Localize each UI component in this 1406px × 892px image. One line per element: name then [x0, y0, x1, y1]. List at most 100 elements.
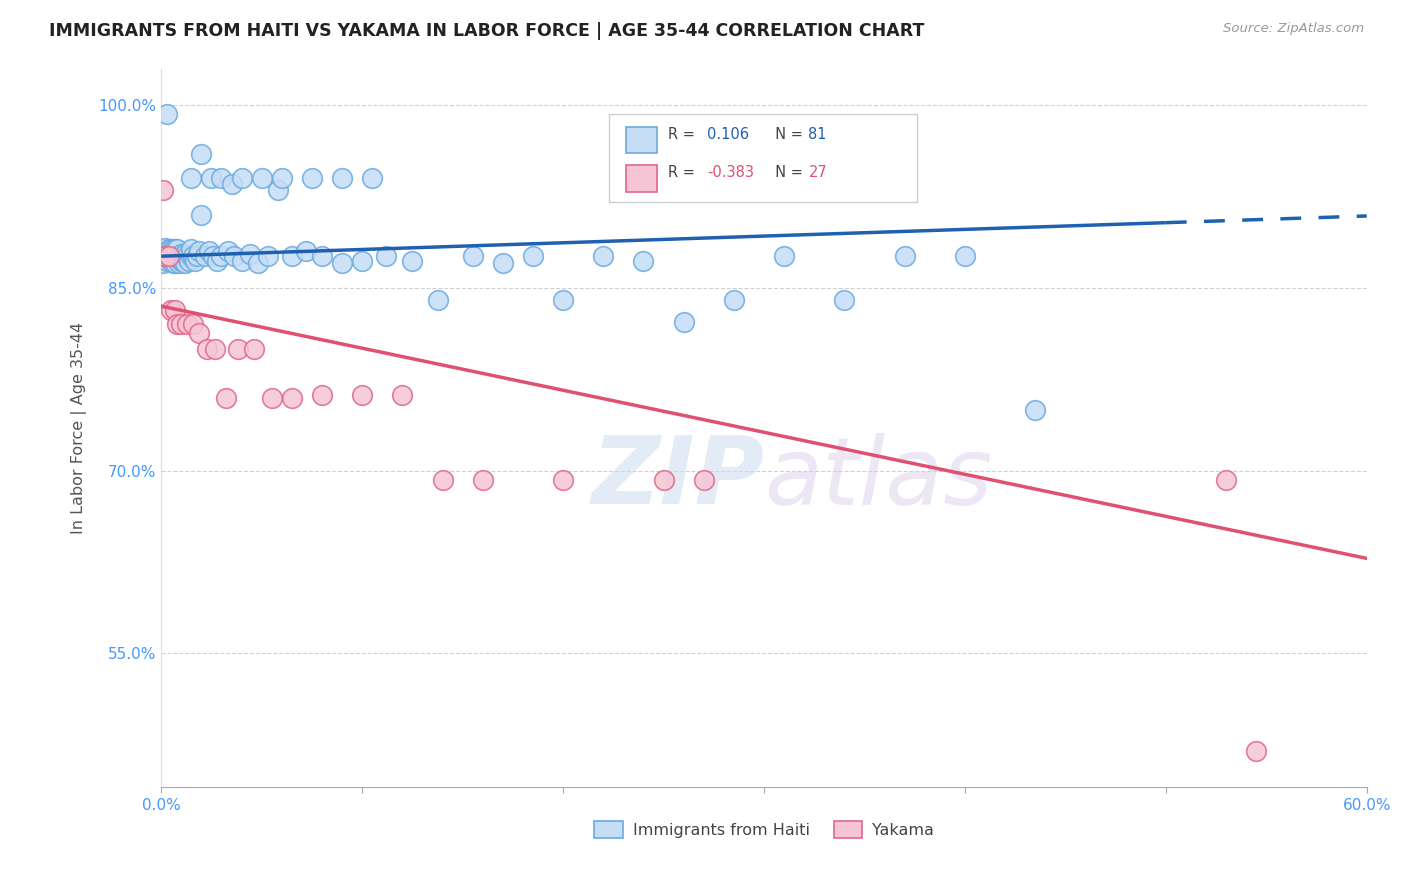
Text: R =: R =	[668, 165, 704, 180]
Point	[162, 256, 184, 270]
Point	[172, 254, 194, 268]
Point	[461, 249, 484, 263]
Point	[188, 326, 211, 340]
Point	[157, 249, 180, 263]
Point	[200, 171, 222, 186]
Point	[166, 318, 188, 332]
Point	[311, 249, 333, 263]
Text: atlas: atlas	[763, 433, 993, 524]
Point	[391, 388, 413, 402]
Text: ZIP: ZIP	[591, 433, 763, 524]
Text: 81: 81	[808, 127, 827, 142]
Point	[352, 254, 374, 268]
Point	[169, 249, 191, 263]
Point	[401, 254, 423, 268]
Point	[198, 244, 221, 259]
Point	[211, 171, 233, 186]
Point	[183, 318, 205, 332]
Point	[169, 256, 191, 270]
Point	[633, 254, 655, 268]
Point	[156, 254, 179, 268]
Point	[1244, 744, 1267, 758]
Point	[190, 146, 212, 161]
Point	[172, 249, 194, 263]
Point	[239, 246, 262, 260]
Point	[672, 315, 695, 329]
Point	[156, 249, 179, 263]
Point	[427, 293, 450, 307]
Point	[330, 256, 353, 270]
Point	[194, 249, 217, 263]
Point	[222, 249, 245, 263]
Point	[1024, 402, 1046, 417]
Point	[352, 388, 374, 402]
Text: R =: R =	[668, 127, 704, 142]
Point	[166, 249, 188, 263]
Point	[256, 249, 278, 263]
Point	[551, 293, 574, 307]
Point	[162, 249, 184, 263]
Point	[652, 474, 675, 488]
Legend: Immigrants from Haiti, Yakama: Immigrants from Haiti, Yakama	[588, 815, 941, 844]
Point	[471, 474, 494, 488]
Point	[155, 249, 177, 263]
Point	[267, 183, 290, 197]
Point	[160, 254, 183, 268]
Point	[301, 171, 323, 186]
Point	[165, 242, 187, 256]
Point	[723, 293, 745, 307]
Point	[592, 249, 614, 263]
Point	[226, 342, 249, 356]
Point	[202, 249, 225, 263]
Point	[693, 474, 716, 488]
Text: 0.106: 0.106	[707, 127, 749, 142]
Text: Source: ZipAtlas.com: Source: ZipAtlas.com	[1223, 22, 1364, 36]
Point	[152, 183, 174, 197]
Point	[152, 248, 174, 262]
Point	[160, 302, 183, 317]
Point	[180, 242, 202, 256]
Point	[1215, 474, 1237, 488]
Point	[231, 171, 253, 186]
Point	[295, 244, 318, 259]
Point	[180, 249, 202, 263]
Point	[176, 249, 198, 263]
Y-axis label: In Labor Force | Age 35-44: In Labor Force | Age 35-44	[72, 322, 87, 534]
Point	[157, 242, 180, 256]
Point	[165, 302, 187, 317]
Point	[246, 256, 269, 270]
Text: IMMIGRANTS FROM HAITI VS YAKAMA IN LABOR FORCE | AGE 35-44 CORRELATION CHART: IMMIGRANTS FROM HAITI VS YAKAMA IN LABOR…	[49, 22, 925, 40]
Point	[152, 256, 174, 270]
Point	[893, 249, 915, 263]
Text: N =: N =	[766, 127, 808, 142]
Point	[170, 318, 193, 332]
Point	[281, 249, 304, 263]
Point	[179, 254, 201, 268]
Point	[170, 246, 193, 260]
Point	[174, 256, 197, 270]
Point	[432, 474, 454, 488]
Point	[311, 388, 333, 402]
Point	[180, 171, 202, 186]
Point	[551, 474, 574, 488]
Point	[250, 171, 273, 186]
Point	[214, 391, 236, 405]
Point	[155, 249, 177, 263]
Point	[170, 254, 193, 268]
Text: -0.383: -0.383	[707, 165, 754, 180]
Point	[176, 318, 198, 332]
Point	[270, 171, 292, 186]
Point	[166, 242, 188, 256]
Point	[211, 249, 233, 263]
Point	[157, 249, 180, 263]
Point	[330, 171, 353, 186]
Point	[156, 106, 179, 120]
Point	[361, 171, 384, 186]
Point	[522, 249, 544, 263]
Point	[217, 244, 239, 259]
Text: 27: 27	[808, 165, 827, 180]
Point	[242, 342, 264, 356]
Point	[834, 293, 856, 307]
Point	[165, 249, 187, 263]
Point	[160, 242, 183, 256]
